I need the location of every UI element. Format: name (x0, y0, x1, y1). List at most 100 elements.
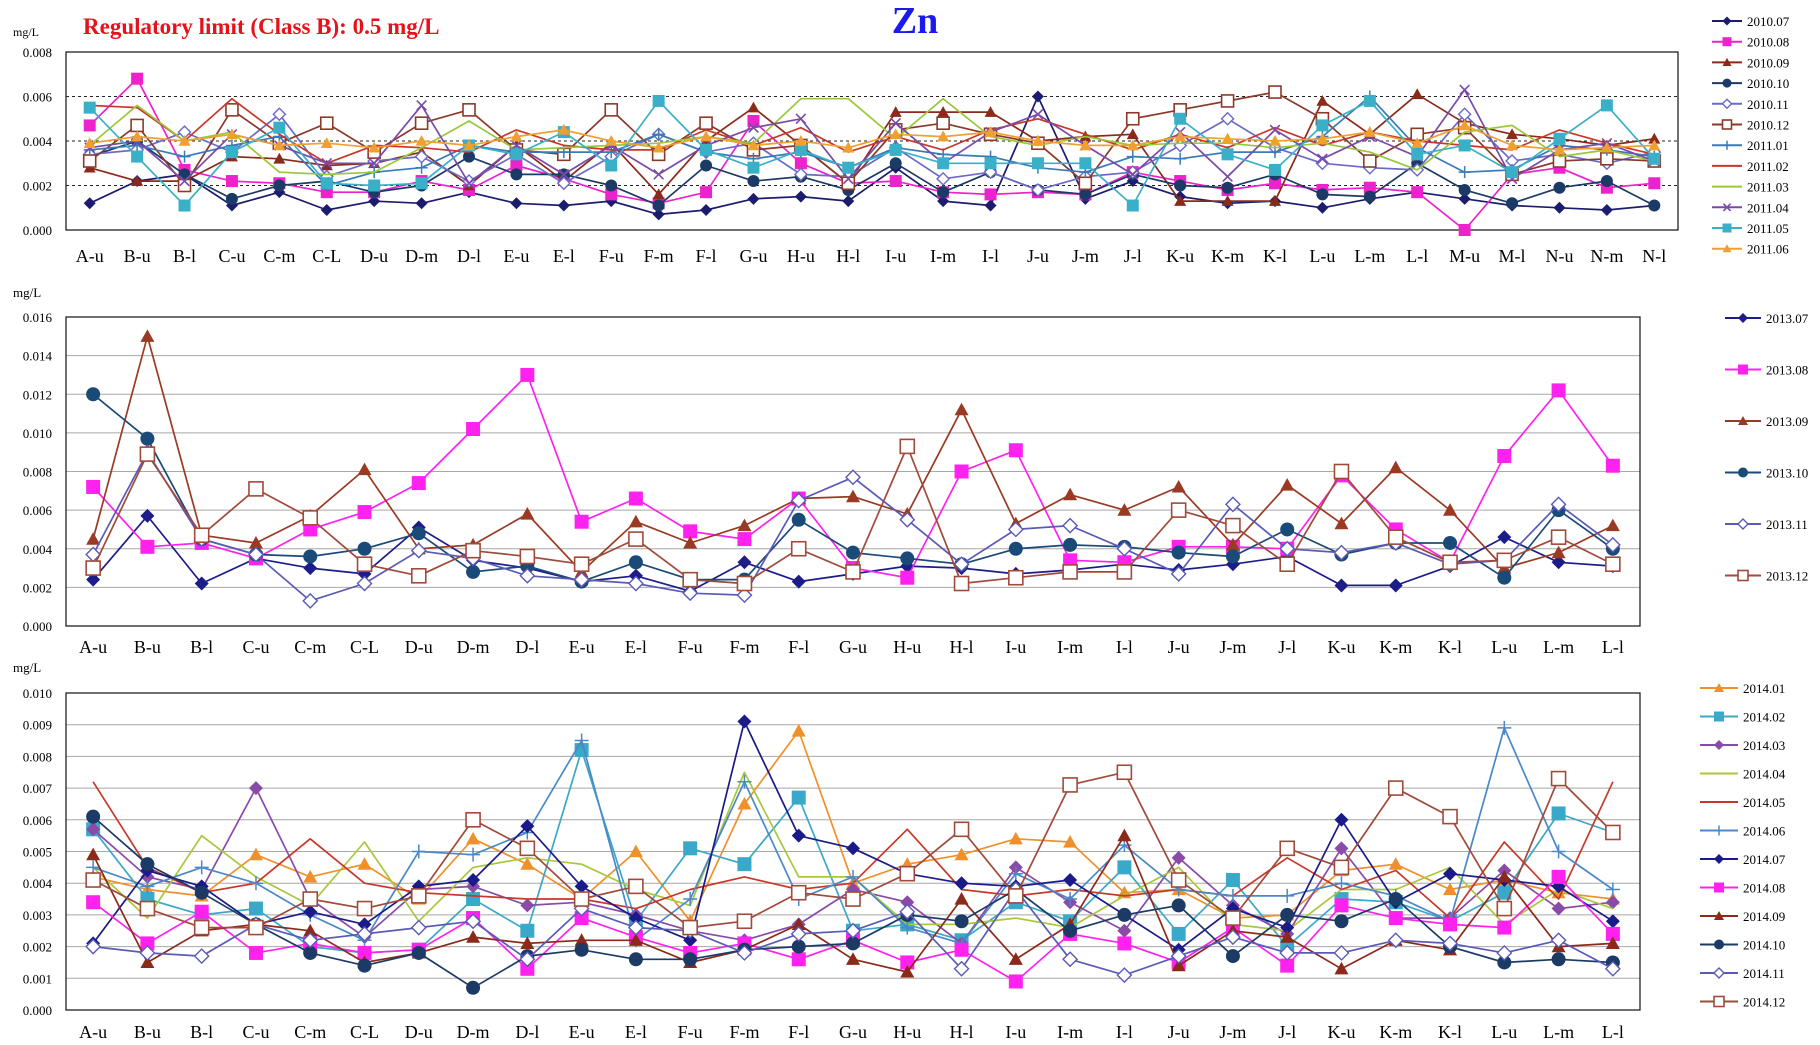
data-point (131, 175, 144, 186)
x-tick-label: J-l (1124, 246, 1142, 266)
data-point (273, 121, 286, 134)
data-point (1126, 199, 1139, 212)
x-tick-label: E-l (553, 246, 575, 266)
data-point (791, 512, 806, 527)
data-point (273, 179, 286, 192)
data-point (1224, 496, 1241, 513)
data-point (556, 176, 571, 191)
data-point (1171, 958, 1186, 972)
data-point (1411, 88, 1424, 100)
legend-label: 2013.11 (1766, 517, 1808, 532)
x-tick-label: H-u (893, 637, 921, 657)
x-tick-label: I-u (885, 246, 906, 266)
data-point (86, 809, 101, 824)
data-point (1458, 192, 1471, 205)
data-point (954, 876, 969, 891)
plot-frame (65, 692, 1641, 1011)
legend-marker (1737, 518, 1749, 530)
data-point (889, 143, 902, 156)
data-point (519, 567, 536, 584)
data-point (747, 161, 760, 174)
x-tick-label: C-u (242, 1022, 269, 1042)
legend-marker (1722, 203, 1732, 212)
y-tick-label: 0.016 (23, 310, 53, 325)
data-point (736, 587, 753, 604)
data-point (1333, 944, 1350, 961)
data-point (194, 860, 209, 875)
legend-label: 2013.12 (1766, 569, 1808, 584)
data-point (466, 980, 481, 995)
data-point (356, 556, 373, 573)
data-point (605, 188, 618, 201)
legend-marker (1714, 911, 1724, 920)
x-tick-label: K-u (1327, 1022, 1355, 1042)
data-point (1648, 132, 1661, 144)
data-point (86, 895, 101, 910)
data-point (1170, 948, 1187, 965)
data-point (953, 960, 970, 977)
data-point (700, 203, 713, 216)
legend-marker (1738, 313, 1748, 323)
legend-marker (1722, 244, 1732, 253)
legend-label: 2011.04 (1747, 200, 1789, 215)
data-point (1225, 537, 1240, 551)
data-point (368, 157, 380, 169)
data-point (1269, 163, 1281, 176)
data-point (140, 879, 155, 894)
x-tick-label: E-u (503, 246, 529, 266)
x-tick-label: K-m (1379, 1022, 1412, 1042)
x-tick-label: K-l (1438, 1022, 1462, 1042)
data-point (790, 492, 807, 509)
x-tick-label: E-u (569, 1022, 595, 1042)
data-point (1600, 203, 1613, 216)
data-point (416, 100, 427, 111)
data-point (1334, 876, 1349, 891)
data-point (225, 103, 239, 117)
data-point (1442, 808, 1458, 825)
series-line (89, 95, 1655, 187)
data-point (410, 919, 427, 936)
series-line (89, 97, 1655, 165)
data-point (1007, 521, 1024, 538)
data-point (411, 844, 426, 859)
data-point (737, 532, 752, 547)
data-point (574, 911, 589, 926)
data-point (683, 524, 698, 539)
data-point (519, 840, 536, 857)
data-point (842, 161, 855, 174)
data-point (1497, 920, 1512, 935)
x-tick-label: I-l (982, 246, 999, 266)
data-point (248, 919, 264, 936)
legend-label: 2013.07 (1766, 311, 1809, 326)
data-point (1553, 181, 1566, 194)
data-point (1550, 496, 1567, 513)
data-point (628, 531, 644, 547)
legend-label: 2011.02 (1747, 159, 1789, 174)
data-point (846, 489, 860, 503)
x-tick-label: I-m (1057, 637, 1083, 657)
x-tick-label: N-m (1590, 246, 1623, 266)
data-point (1458, 166, 1471, 179)
data-point (302, 932, 319, 949)
x-tick-label: J-l (1278, 637, 1296, 657)
data-point (140, 431, 155, 446)
data-point (1317, 153, 1328, 165)
data-point (1174, 130, 1187, 142)
data-point (303, 904, 318, 919)
series-2011.02 (89, 97, 1655, 165)
data-point (1442, 935, 1459, 952)
data-point (1268, 85, 1282, 99)
chart-panel-2: 0.000 0.002 0.004 0.006 0.008 0.010 0.012 0.014… (13, 285, 1809, 657)
plot-frame (65, 316, 1641, 627)
data-point (700, 186, 713, 199)
data-point (248, 781, 263, 796)
data-point (194, 576, 209, 591)
data-point (794, 143, 807, 156)
data-point (1280, 522, 1295, 537)
data-point (1648, 152, 1661, 165)
x-tick-label: C-L (350, 1022, 379, 1042)
y-tick-label: 0.000 (23, 619, 52, 634)
data-point (1170, 872, 1187, 888)
data-point (1031, 135, 1044, 146)
